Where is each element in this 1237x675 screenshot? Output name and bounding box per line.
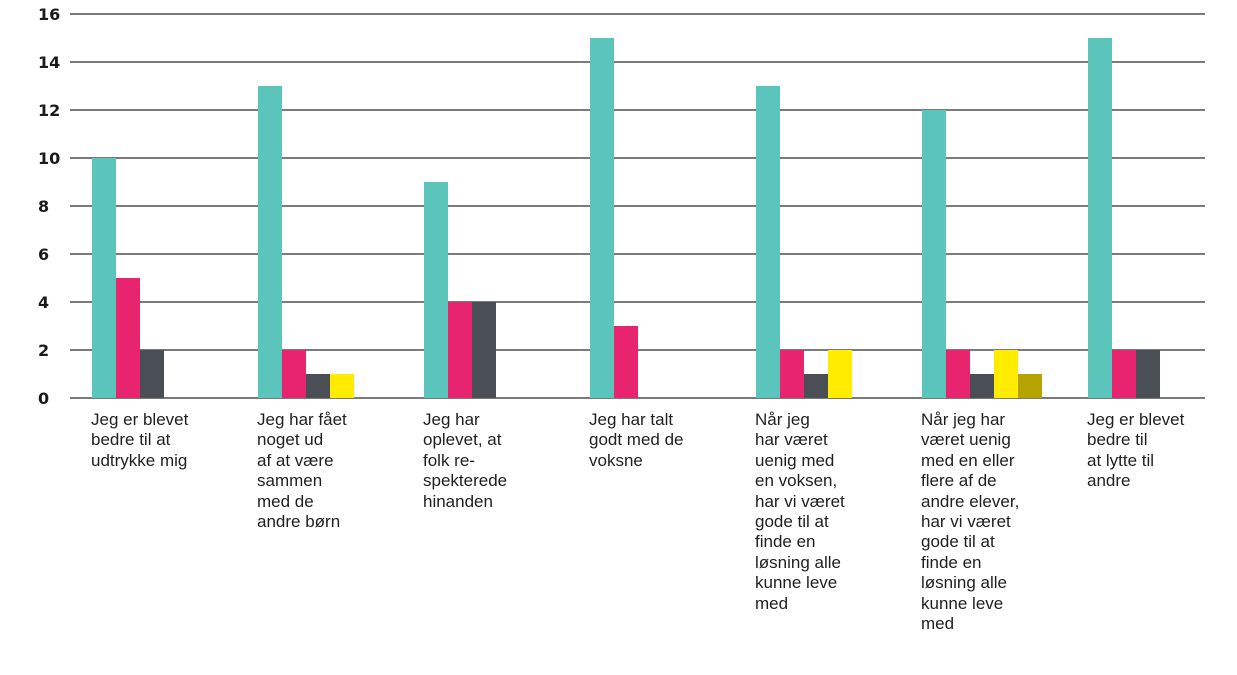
y-tick-label: 2 — [38, 341, 49, 360]
bar-cat3-series2 — [448, 302, 472, 398]
y-tick-label: 6 — [38, 245, 49, 264]
x-category-label: Jeg er blevet bedre til at lytte til and… — [1087, 410, 1185, 491]
bar-cat1-series2 — [116, 278, 140, 398]
x-category-label: Jeg har fået noget ud af at være sammen … — [257, 410, 347, 531]
bar-cat6-series1 — [922, 110, 946, 398]
bar-cat6-series5 — [1018, 374, 1042, 398]
bar-cat1-series1 — [92, 158, 116, 398]
y-axis-ticks: 0 2 4 6 8 10 12 14 16 — [38, 5, 60, 408]
bar-cat3-series1 — [424, 182, 448, 398]
y-tick-label: 12 — [38, 101, 60, 120]
bar-cat7-series2 — [1112, 350, 1136, 398]
bar-cat2-series1 — [258, 86, 282, 398]
bar-cat6-series3 — [970, 374, 994, 398]
x-category-label: Når jeg har været uenig med en eller fle… — [921, 410, 1020, 633]
bar-cat2-series3 — [306, 374, 330, 398]
y-tick-label: 14 — [38, 53, 60, 72]
bar-cat2-series2 — [282, 350, 306, 398]
bar-cat6-series4 — [994, 350, 1018, 398]
y-tick-label: 8 — [38, 197, 49, 216]
bar-cat4-series1 — [590, 38, 614, 398]
y-tick-label: 10 — [38, 149, 60, 168]
x-category-label: Jeg har talt godt med de voksne — [589, 410, 684, 470]
bar-cat3-series3 — [472, 302, 496, 398]
y-tick-label: 4 — [38, 293, 49, 312]
bar-cat5-series3 — [804, 374, 828, 398]
bars — [92, 38, 1160, 398]
bar-cat4-series2 — [614, 326, 638, 398]
bar-cat7-series1 — [1088, 38, 1112, 398]
bar-cat7-series3 — [1136, 350, 1160, 398]
bar-cat1-series3 — [140, 350, 164, 398]
bar-cat5-series2 — [780, 350, 804, 398]
bar-cat2-series4 — [330, 374, 354, 398]
x-category-label: Når jeg har været uenig med en voksen, h… — [755, 410, 845, 613]
x-category-label: Jeg er blevet bedre til at udtrykke mig — [91, 410, 189, 470]
bar-cat6-series2 — [946, 350, 970, 398]
x-category-label: Jeg har oplevet, at folk re- spekterede … — [423, 410, 508, 511]
bar-cat5-series4 — [828, 350, 852, 398]
y-tick-label: 0 — [38, 389, 49, 408]
y-tick-label: 16 — [38, 5, 60, 24]
bar-cat5-series1 — [756, 86, 780, 398]
